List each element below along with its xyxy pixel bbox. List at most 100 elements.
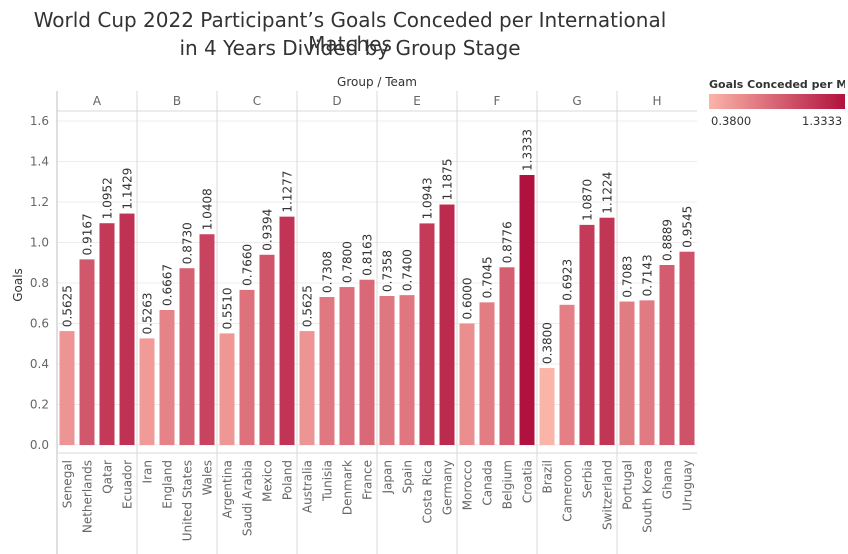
x-tick-label: Germany: [441, 460, 455, 515]
group-header-a: A: [93, 94, 102, 108]
bar-croatia[interactable]: [519, 175, 535, 445]
bar-morocco[interactable]: [459, 323, 475, 446]
bar-mexico[interactable]: [259, 254, 275, 445]
data-label: 0.8889: [661, 219, 675, 261]
group-header-f: F: [494, 94, 501, 108]
data-label: 0.8776: [501, 221, 515, 263]
y-tick-label: 0.0: [30, 438, 49, 452]
group-header-h: H: [652, 94, 661, 108]
x-tick-label: Ecuador: [121, 460, 135, 509]
bar-qatar[interactable]: [99, 223, 115, 445]
x-tick-label: Senegal: [61, 460, 75, 508]
chart-title-line-1: World Cup 2022 Participant’s Goals Conce…: [33, 8, 667, 56]
data-label: 1.1224: [601, 172, 615, 214]
y-tick-label: 0.6: [30, 317, 49, 331]
x-tick-label: Switzerland: [601, 460, 615, 530]
bar-spain[interactable]: [399, 295, 415, 445]
x-tick-label: France: [361, 460, 375, 500]
data-label: 0.7358: [381, 250, 395, 292]
bar-cameroon[interactable]: [559, 304, 575, 445]
bar-switzerland[interactable]: [599, 217, 615, 445]
y-tick-label: 1.4: [30, 155, 49, 169]
legend-max-label: 1.3333: [802, 114, 843, 128]
data-label: 1.3333: [521, 129, 535, 171]
data-label: 1.1429: [121, 168, 135, 210]
legend-color-ramp: [709, 94, 845, 109]
data-label: 0.5625: [61, 285, 75, 327]
x-tick-label: Denmark: [341, 460, 355, 515]
data-label: 0.7045: [481, 256, 495, 298]
bar-belgium[interactable]: [499, 267, 515, 445]
bar-wales[interactable]: [199, 234, 215, 445]
bar-germany[interactable]: [439, 204, 455, 445]
group-header-b: B: [173, 94, 181, 108]
x-tick-label: Iran: [141, 460, 155, 483]
bar-costa-rica[interactable]: [419, 223, 435, 445]
bar-france[interactable]: [359, 279, 375, 445]
group-header-c: C: [253, 94, 261, 108]
y-tick-label: 1.2: [30, 195, 49, 209]
bar-denmark[interactable]: [339, 287, 355, 445]
x-tick-label: Belgium: [501, 460, 515, 509]
bar-argentina[interactable]: [219, 333, 235, 445]
x-tick-label: United States: [181, 460, 195, 541]
chart-title-line-2: in 4 Years Divided by Group Stage: [179, 36, 521, 60]
data-label: 1.0870: [581, 179, 595, 221]
data-label: 1.1277: [281, 171, 295, 213]
bar-netherlands[interactable]: [79, 259, 95, 445]
x-tick-label: Argentina: [221, 460, 235, 519]
bar-poland[interactable]: [279, 216, 295, 445]
x-tick-label: Poland: [281, 460, 295, 500]
data-label: 0.7143: [641, 254, 655, 296]
y-axis-label: Goals: [11, 268, 25, 302]
data-label: 0.3800: [541, 322, 555, 364]
bar-england[interactable]: [159, 309, 175, 445]
y-tick-label: 0.4: [30, 357, 49, 371]
x-tick-label: Croatia: [521, 460, 535, 503]
bar-portugal[interactable]: [619, 301, 635, 445]
bar-uruguay[interactable]: [679, 251, 695, 445]
bar-serbia[interactable]: [579, 224, 595, 445]
bar-saudi-arabia[interactable]: [239, 289, 255, 445]
bar-ghana[interactable]: [659, 264, 675, 445]
group-header-e: E: [413, 94, 421, 108]
bar-australia[interactable]: [299, 331, 315, 445]
data-label: 0.8163: [361, 234, 375, 276]
bar-iran[interactable]: [139, 338, 155, 445]
x-tick-label: South Korea: [641, 460, 655, 533]
x-tick-label: Costa Rica: [421, 460, 435, 523]
data-label: 1.0408: [201, 188, 215, 230]
group-header-g: G: [572, 94, 581, 108]
bar-japan[interactable]: [379, 296, 395, 445]
data-label: 0.8730: [181, 222, 195, 264]
data-label: 0.7800: [341, 241, 355, 283]
x-tick-label: Canada: [481, 460, 495, 506]
bar-united-states[interactable]: [179, 268, 195, 445]
bar-ecuador[interactable]: [119, 213, 135, 445]
bar-senegal[interactable]: [59, 331, 75, 445]
x-tick-label: Netherlands: [81, 460, 95, 533]
data-label: 0.7308: [321, 251, 335, 293]
data-label: 1.0952: [101, 177, 115, 219]
bar-canada[interactable]: [479, 302, 495, 445]
y-tick-label: 1.0: [30, 236, 49, 250]
group-header-d: D: [332, 94, 341, 108]
x-tick-label: Australia: [301, 460, 315, 513]
bar-brazil[interactable]: [539, 368, 555, 445]
data-label: 0.9545: [681, 206, 695, 248]
x-tick-label: Saudi Arabia: [241, 460, 255, 536]
data-label: 0.6000: [461, 278, 475, 320]
x-tick-label: Cameroon: [561, 460, 575, 522]
bar-south-korea[interactable]: [639, 300, 655, 445]
bar-tunisia[interactable]: [319, 297, 335, 445]
x-tick-label: Serbia: [581, 460, 595, 498]
x-tick-label: Mexico: [261, 460, 275, 502]
y-tick-label: 0.2: [30, 398, 49, 412]
x-tick-label: Morocco: [461, 460, 475, 510]
data-label: 1.0943: [421, 177, 435, 219]
x-tick-label: Japan: [381, 460, 395, 494]
data-label: 0.5510: [221, 287, 235, 329]
data-label: 0.7400: [401, 249, 415, 291]
data-label: 0.9167: [81, 213, 95, 255]
